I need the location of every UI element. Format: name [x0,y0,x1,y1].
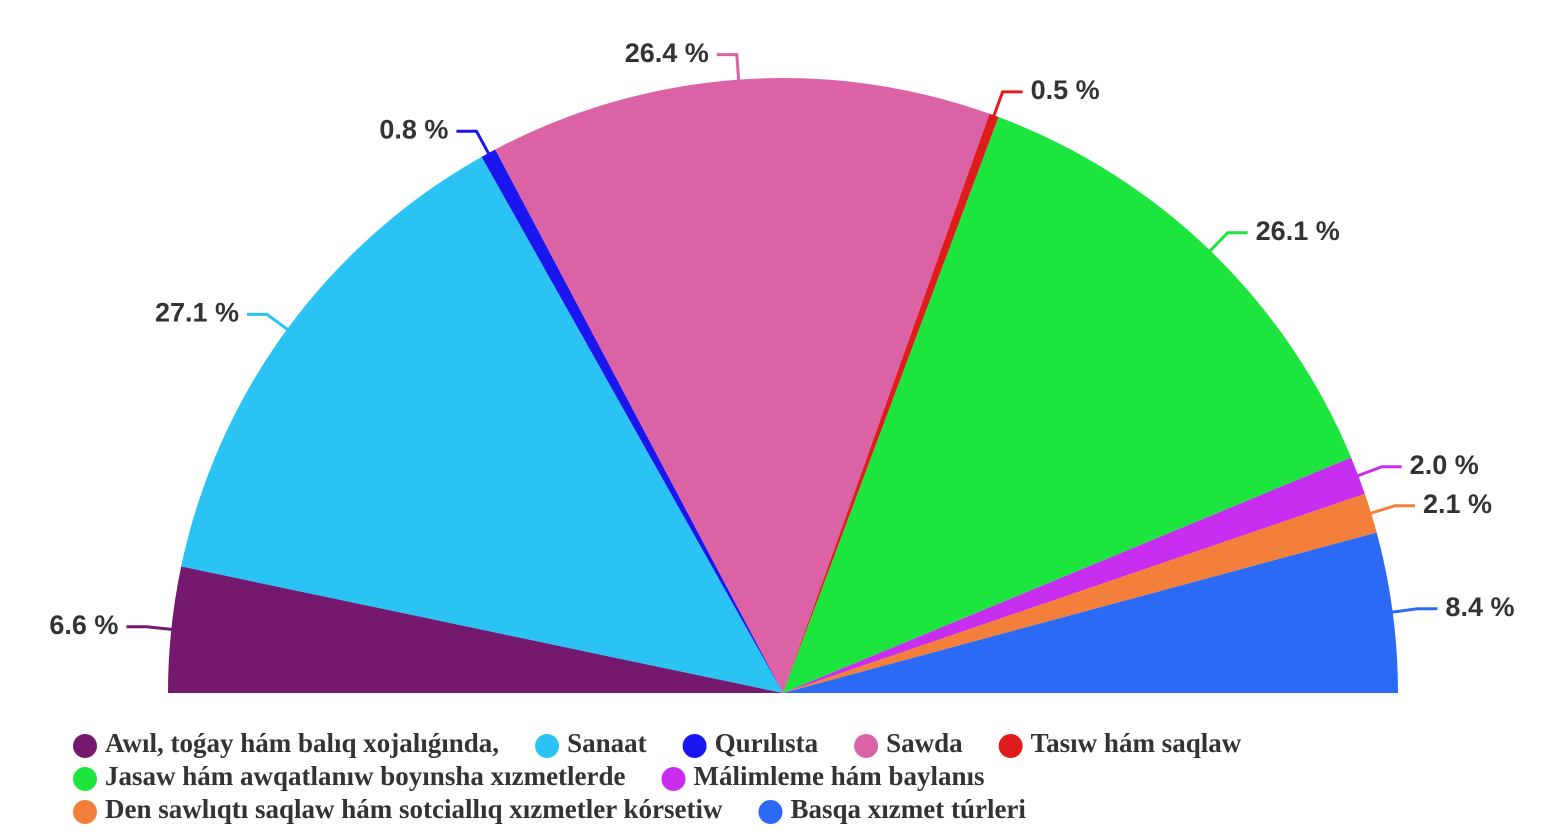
leader-line [989,90,1023,124]
legend-label: Awıl, toǵay hám balıq xojalıǵında, [105,728,499,758]
legend-label: Tasıw hám saqlaw [1031,728,1242,758]
legend-marker [73,800,97,824]
legend-label: Basqa xızmet túrleri [790,794,1026,824]
data-label: 2.0 % [1410,450,1479,480]
slice [783,532,1398,693]
slice [181,156,784,694]
slice [495,78,990,694]
legend-label: Sanaat [567,728,647,758]
leader-line [456,129,494,161]
data-label: 26.4 % [625,38,709,68]
data-label: 2.1 % [1423,489,1492,519]
data-label: 8.4 % [1445,592,1514,622]
legend-marker [758,800,783,824]
data-label: 0.5 % [1031,75,1100,105]
leader-line [1350,465,1402,480]
slice [783,113,999,693]
legend-marker [661,767,686,791]
leader-line [716,53,741,88]
legend-marker [73,734,97,758]
slice [168,566,783,693]
leader-line [1203,231,1248,258]
slice [783,117,1352,693]
slice [783,457,1365,693]
data-label: 26.1 % [1256,216,1340,246]
data-label: 6.6 % [49,610,118,640]
data-label: 27.1 % [155,298,239,328]
leader-line [126,625,180,632]
legend-label: Sawda [886,728,963,758]
legend-marker [682,734,707,758]
slice [783,493,1377,693]
data-label: 0.8 % [379,114,448,144]
legend-label: Jasaw hám awqatlanıw boyınsha xızmetlerd… [105,761,626,791]
legend-label: Den sawlıqtı saqlaw hám sotciallıq xızme… [105,794,723,824]
slice [481,149,783,693]
legend-marker [535,734,560,758]
legend-label: Málimleme hám baylanıs [694,761,985,791]
leader-line [1363,504,1415,517]
leader-line [1384,607,1438,615]
legend-marker [998,734,1023,758]
legend-marker [854,734,879,758]
legend-label: Qurılısta [715,728,819,758]
leader-line [247,312,295,336]
legend-marker [73,767,97,791]
